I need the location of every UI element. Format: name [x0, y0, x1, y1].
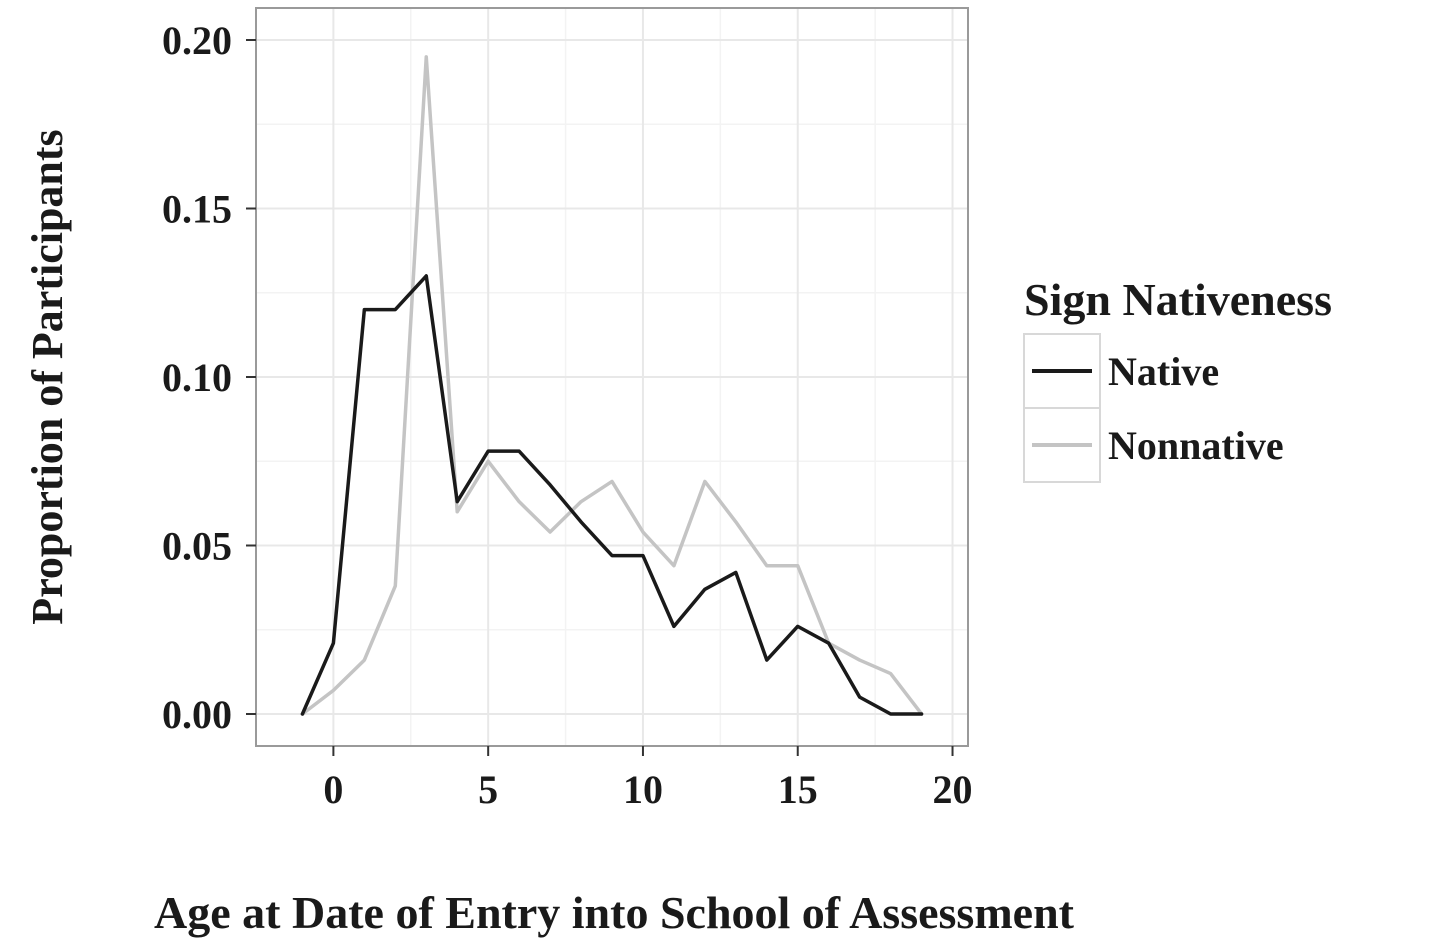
grid [256, 8, 968, 746]
legend-items: Native Nonnative [1023, 333, 1284, 483]
legend: Sign Nativeness Native Nonnative [1023, 274, 1332, 483]
y-tick-label: 0.20 [162, 18, 232, 63]
series-line-nonnative [300, 55, 924, 716]
x-tick-label: 0 [323, 767, 343, 812]
series-line-native [300, 274, 924, 716]
y-axis-label: Proportion of Participants [23, 129, 72, 624]
y-tick-label: 0.10 [162, 355, 232, 400]
legend-label-native: Native [1108, 349, 1219, 394]
x-tick-label: 10 [623, 767, 663, 812]
x-axis-label: Age at Date of Entry into School of Asse… [154, 887, 1075, 938]
legend-label-nonnative: Nonnative [1108, 423, 1284, 468]
x-tick-label: 5 [478, 767, 498, 812]
axes: 0 5 10 15 20 0.00 0.05 0.10 0.15 0.20 [162, 18, 973, 812]
y-tick-label: 0.00 [162, 692, 232, 737]
series-layer [300, 55, 924, 716]
y-tick-label: 0.05 [162, 523, 232, 568]
x-tick-label: 20 [933, 767, 973, 812]
legend-title: Sign Nativeness [1024, 274, 1332, 325]
y-tick-label: 0.15 [162, 187, 232, 232]
x-tick-label: 15 [778, 767, 818, 812]
